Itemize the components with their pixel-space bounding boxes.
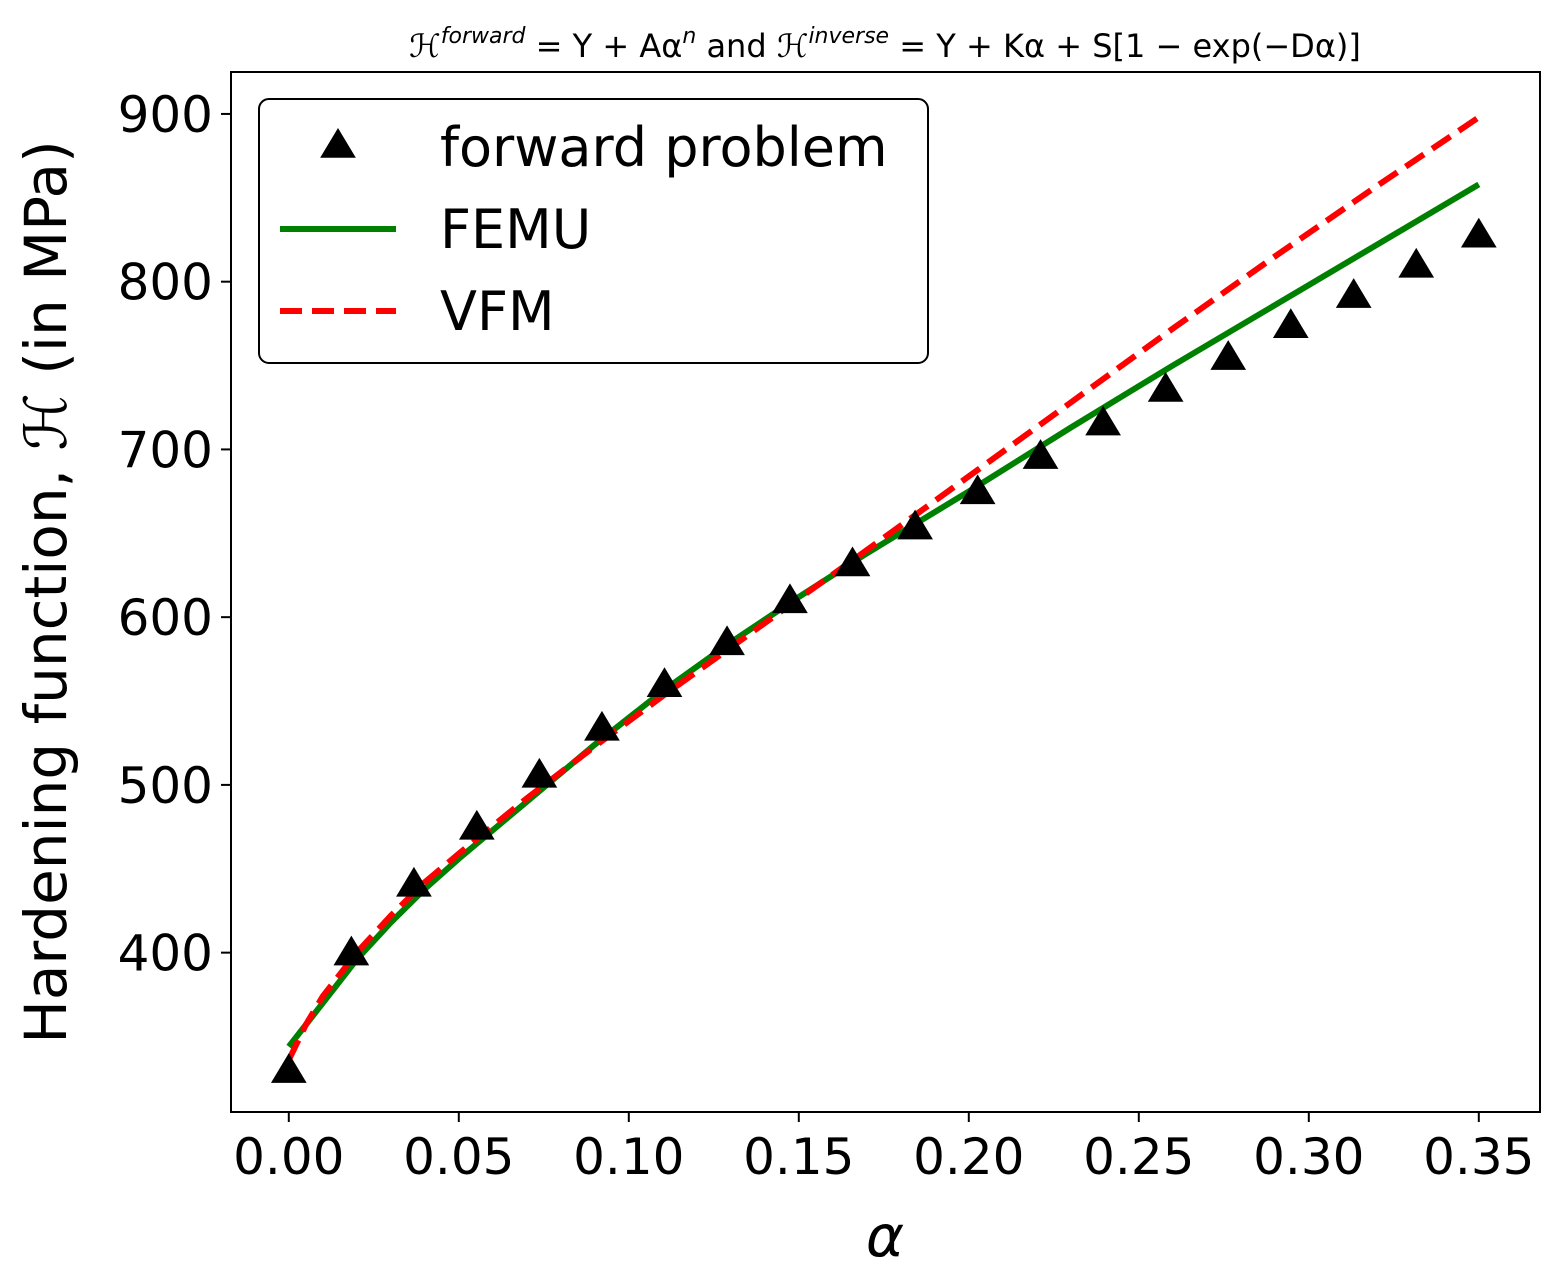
title-eq1: = Y + Aα: [525, 27, 682, 65]
title-sup-forward: forward: [441, 24, 527, 49]
y-tick-label: 500: [118, 757, 213, 815]
data-point-triangle: [1085, 405, 1121, 436]
legend-marker-triangle: [320, 128, 356, 158]
x-tick-label: 0.20: [913, 1128, 1024, 1186]
data-point-triangle: [1272, 308, 1309, 339]
x-tick-label: 0.00: [233, 1128, 344, 1186]
data-point-triangle: [521, 757, 558, 788]
x-axis-label: α: [866, 1202, 904, 1270]
data-point-triangle: [709, 625, 745, 656]
title-sup-n: n: [682, 24, 696, 49]
x-tick-label: 0.25: [1083, 1128, 1194, 1186]
data-point-triangle: [772, 583, 808, 614]
x-tick-label: 0.30: [1253, 1128, 1364, 1186]
data-point-triangle: [584, 710, 620, 741]
series-layer: [270, 114, 1497, 1083]
data-point-triangle: [897, 509, 933, 540]
legend-label: FEMU: [440, 198, 591, 261]
y-tick-label: 800: [118, 254, 213, 312]
legend-label: VFM: [440, 280, 555, 343]
data-point-triangle: [1335, 278, 1372, 308]
x-tick-label: 0.10: [573, 1128, 684, 1186]
y-tick-label: 700: [118, 421, 213, 479]
title-h2: ℋ: [777, 27, 809, 65]
title-h1: ℋ: [409, 27, 441, 65]
data-point-triangle: [959, 474, 996, 505]
data-point-triangle: [834, 546, 871, 577]
data-point-triangle: [458, 809, 495, 840]
data-point-triangle: [1147, 372, 1184, 402]
chart-title: ℋforward = Y + Aαn and ℋinverse = Y + Kα…: [409, 24, 1361, 65]
title-sup-inverse: inverse: [808, 24, 889, 49]
data-point-triangle: [333, 935, 370, 966]
data-point-triangle: [646, 667, 683, 698]
y-axis-label: Hardening function, ℋ (in MPa): [12, 140, 80, 1043]
data-point-triangle: [270, 1053, 307, 1083]
x-tick-label: 0.05: [403, 1128, 514, 1186]
x-axis: 0.00 0.05 0.10 0.15 0.20 0.25 0.30 0.35: [233, 1112, 1534, 1186]
plot-frame: [230, 71, 1541, 1113]
data-point-triangle: [1398, 247, 1435, 278]
x-tick-label: 0.35: [1423, 1128, 1534, 1186]
y-tick-label: 600: [118, 589, 213, 647]
legend: forward problem FEMU VFM: [258, 98, 929, 364]
y-tick-label: 900: [118, 86, 213, 144]
series-line-femu: [286, 181, 1481, 1049]
data-point-triangle: [396, 866, 432, 897]
y-axis: 400 500 600 700 800 900: [118, 86, 231, 983]
data-point-triangle: [1210, 340, 1247, 370]
title-eq2: = Y + Kα + S[1 − exp(−Dα)]: [889, 27, 1361, 65]
data-point-triangle: [1460, 217, 1497, 248]
x-tick-label: 0.15: [743, 1128, 854, 1186]
title-mid: and: [696, 27, 777, 65]
y-tick-label: 400: [118, 925, 213, 983]
legend-label: forward problem: [440, 116, 888, 179]
data-point-triangle: [1022, 439, 1059, 469]
legend-box: [258, 98, 929, 364]
